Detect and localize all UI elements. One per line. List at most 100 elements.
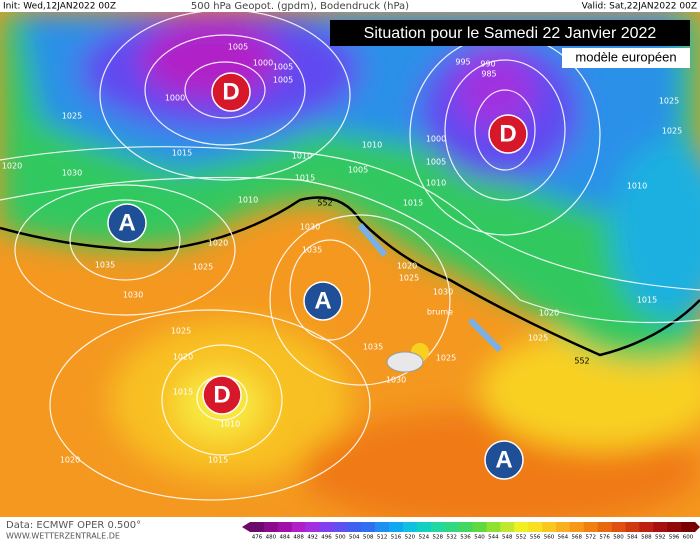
isobar-label: 1030 xyxy=(386,376,406,385)
isobar-label: 1030 xyxy=(62,169,82,178)
colorbar-tick-label: 484 xyxy=(280,535,291,541)
colorbar-tick-label: 536 xyxy=(460,535,471,541)
colorbar-tick-label: 572 xyxy=(585,535,596,541)
isobar-label: 1030 xyxy=(433,288,453,297)
colorbar-swatch xyxy=(486,522,501,532)
isobar-label: 1025 xyxy=(436,354,456,363)
colorbar-swatch xyxy=(555,522,571,532)
colorbar-tick-label: 556 xyxy=(530,535,541,541)
colorbar-swatch xyxy=(277,522,293,532)
isobar-label: 990 xyxy=(480,60,495,69)
colorbar-swatch xyxy=(416,522,432,532)
isobar-label: 1015 xyxy=(173,388,193,397)
overlay-title: Situation pour le Samedi 22 Janvier 2022 xyxy=(364,25,657,42)
isobar-label: 1015 xyxy=(637,296,657,305)
pressure-center xyxy=(211,72,251,112)
colorbar-swatch xyxy=(389,522,404,532)
pressure-center-label: D xyxy=(499,120,516,147)
colorbar-tick-label: 592 xyxy=(655,535,666,541)
isobar-label: 1035 xyxy=(363,343,383,352)
isobar-label: 1010 xyxy=(238,196,258,205)
colorbar-swatch xyxy=(639,522,654,532)
isobar-label: 1010 xyxy=(627,182,647,191)
colorbar-tick-label: 520 xyxy=(405,535,416,541)
isobar-label: 1020 xyxy=(208,239,228,248)
isobar-label: 1010 xyxy=(426,179,446,188)
colorbar-swatch xyxy=(319,522,334,532)
colorbar-swatch xyxy=(653,522,668,532)
isobar-label: 1020 xyxy=(173,353,193,362)
colorbar-swatch xyxy=(625,522,640,532)
colorbar-tick-label: 580 xyxy=(613,535,624,541)
isobar-label: 1000 xyxy=(165,94,185,103)
colorbar-tick-label: 568 xyxy=(572,535,583,541)
isobar-label: 1000 xyxy=(253,59,273,68)
colorbar-swatch xyxy=(375,522,390,532)
colorbar-swatch xyxy=(542,522,557,532)
isobar-label: 1010 xyxy=(220,420,240,429)
pressure-center xyxy=(488,114,528,154)
colorbar-tick-label: 500 xyxy=(335,535,346,541)
isobar-label: 1025 xyxy=(659,97,679,106)
isobar-label: 1015 xyxy=(172,149,192,158)
isobar-label: 1015 xyxy=(208,456,228,465)
isobar-label: 1000 xyxy=(426,135,446,144)
colorbar-swatch xyxy=(569,522,585,532)
pressure-center xyxy=(107,203,147,243)
isobar-label: 1020 xyxy=(539,309,559,318)
colorbar-tick-label: 560 xyxy=(544,535,555,541)
colorbar-swatch xyxy=(514,522,529,532)
init-time: Init: Wed,12JAN2022 00Z xyxy=(3,2,116,12)
colorbar-tick-label: 544 xyxy=(488,535,499,541)
colorbar-swatch xyxy=(667,522,682,532)
isobar-label: 1010 xyxy=(292,152,312,161)
colorbar-swatch xyxy=(681,522,696,532)
colorbar-tick-label: 480 xyxy=(266,535,277,541)
colorbar-tick-label: 600 xyxy=(683,535,694,541)
colorbar-swatch xyxy=(430,522,445,532)
site: WWW.WETTERZENTRALE.DE xyxy=(6,532,120,541)
isobar-label: 1030 xyxy=(300,223,320,232)
colorbar-swatch xyxy=(250,522,265,532)
pressure-center xyxy=(303,281,343,321)
pressure-center-label: A xyxy=(495,446,512,473)
header-bar xyxy=(0,0,700,12)
isobar-label: 1005 xyxy=(228,43,248,52)
product-name: 500 hPa Geopot. (gpdm), Bodendruck (hPa) xyxy=(191,1,409,12)
isobar-label: 1025 xyxy=(528,334,548,343)
colorbar-arrow-left xyxy=(242,522,250,532)
data-source: Data: ECMWF OPER 0.500° xyxy=(6,520,141,531)
isobar-label: 1035 xyxy=(95,261,115,270)
contour-label: 552 xyxy=(574,357,589,366)
colorbar-tick-label: 588 xyxy=(641,535,652,541)
isobar-label: 1025 xyxy=(399,274,419,283)
colorbar-tick-label: 496 xyxy=(321,535,332,541)
pressure-center xyxy=(484,440,524,480)
pressure-center-label: A xyxy=(118,209,135,236)
pressure-center-label: D xyxy=(222,78,239,105)
colorbar-tick-label: 548 xyxy=(502,535,513,541)
pressure-center-label: D xyxy=(213,381,230,408)
colorbar-tick-label: 576 xyxy=(599,535,610,541)
valid-time: Valid: Sat,22JAN2022 00Z xyxy=(582,2,697,12)
contour-label: 552 xyxy=(317,199,332,208)
colorbar-swatch xyxy=(528,522,543,532)
colorbar-swatch xyxy=(291,522,306,532)
isobar-label: 1025 xyxy=(62,112,82,121)
colorbar-swatch xyxy=(305,522,320,532)
isobar-label: 1020 xyxy=(60,456,80,465)
pressure-center xyxy=(202,375,242,415)
isobar-label: 1025 xyxy=(193,263,213,272)
map-background xyxy=(0,9,700,530)
isobar-label: 995 xyxy=(455,58,470,67)
isobar-label: 1025 xyxy=(662,127,682,136)
overlay-subtitle: modèle européen xyxy=(575,49,676,64)
colorbar-swatch xyxy=(500,522,515,532)
isobar-label: 1020 xyxy=(397,262,417,271)
isobar-label: 1020 xyxy=(2,162,22,171)
colorbar-tick-label: 488 xyxy=(293,535,304,541)
isobar-label: 1005 xyxy=(348,166,368,175)
isobar-label: 1015 xyxy=(295,174,315,183)
colorbar-tick-label: 476 xyxy=(252,535,263,541)
colorbar-swatch xyxy=(458,522,473,532)
